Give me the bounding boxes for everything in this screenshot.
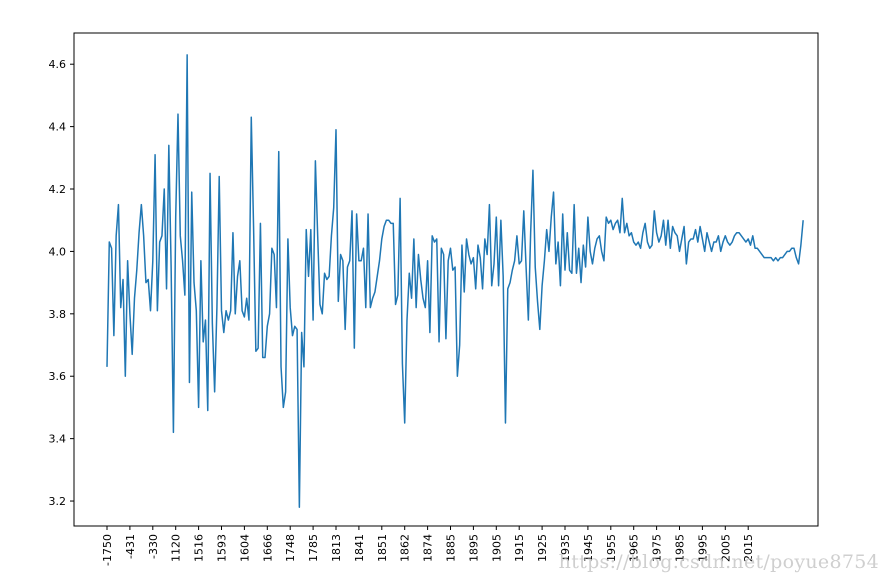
x-tick-label: 1874 [422,534,435,562]
x-axis: -1750 -431 -330 1120 1516 1593 1604 1666 1748 178… [101,526,755,566]
x-tick-label: -1750 [101,534,114,566]
y-tick-label: 4.6 [49,58,67,71]
watermark-text: https://blog.csdn.net/poyue8754 [558,551,879,573]
x-tick-label: 1841 [353,534,366,562]
x-tick-label: -431 [124,534,137,559]
y-axis: 3.2 3.4 3.6 3.8 4.0 4.2 4.4 4.6 [49,58,74,508]
x-tick-label: 1935 [559,534,572,562]
y-tick-label: 4.0 [49,245,67,258]
x-tick-label: 1905 [490,534,503,562]
y-tick-label: 3.4 [49,433,67,446]
x-tick-label: 1813 [330,534,343,562]
x-tick-label: 1785 [307,534,320,562]
x-tick-label: 2015 [742,534,755,562]
y-tick-label: 4.4 [49,121,67,134]
x-tick-label: 1593 [216,534,229,562]
x-tick-label: 1995 [696,534,709,562]
x-tick-label: 1748 [284,534,297,562]
x-tick-label: 1915 [513,534,526,562]
y-tick-label: 4.2 [49,183,67,196]
y-tick-label: 3.2 [49,495,67,508]
x-tick-label: 1975 [651,534,664,562]
x-tick-label: 1862 [399,534,412,562]
x-tick-label: 1851 [376,534,389,562]
x-tick-label: -330 [147,534,160,559]
series-line [106,54,804,509]
x-tick-label: 1604 [238,534,251,562]
y-tick-label: 3.8 [49,308,67,321]
x-tick-label: 1945 [582,534,595,562]
plot-area [73,32,819,527]
x-tick-label: 1666 [261,534,274,562]
x-tick-label: 1516 [193,534,206,562]
x-tick-label: 1925 [536,534,549,562]
y-tick-label: 3.6 [49,370,67,383]
x-tick-label: 1955 [605,534,618,562]
x-tick-label: 2005 [719,534,732,562]
x-tick-label: 1120 [170,534,183,562]
x-tick-label: 1965 [628,534,641,562]
x-tick-label: 1885 [445,534,458,562]
x-tick-label: 1895 [467,534,480,562]
x-tick-label: 1985 [674,534,687,562]
